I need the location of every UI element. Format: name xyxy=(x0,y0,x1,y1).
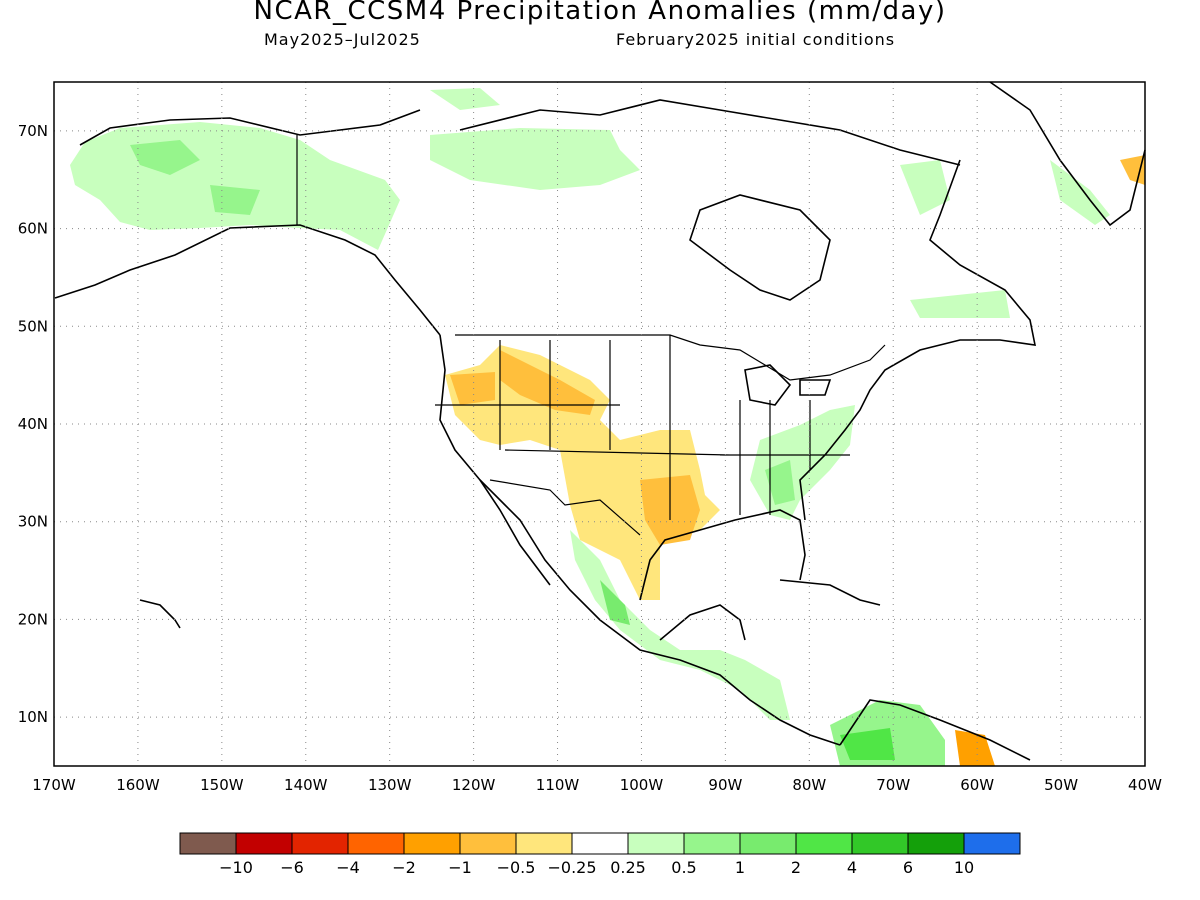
colorbar-swatch xyxy=(907,832,965,855)
colorbar-tick-label: 0.25 xyxy=(610,858,646,877)
colorbar-swatch xyxy=(627,832,685,855)
colorbar-swatch xyxy=(683,832,741,855)
longitude-labels: 170W 160W 150W 140W 130W 120W 110W 100W 90W 80W 70… xyxy=(32,776,1162,794)
coastline-greenland xyxy=(989,81,1146,227)
anomaly-west-dry xyxy=(445,345,720,600)
colorbar-tick-label: −6 xyxy=(280,858,304,877)
colorbar-tick-label: 10 xyxy=(954,858,974,877)
colorbar-tick-label: −0.25 xyxy=(547,858,596,877)
lon-tick-label: 80W xyxy=(792,776,826,794)
lon-tick-label: 50W xyxy=(1044,776,1078,794)
anomaly-arctic-n xyxy=(430,88,500,110)
lon-tick-label: 120W xyxy=(452,776,496,794)
colorbar-tick-label: −1 xyxy=(448,858,472,877)
anomaly-greenland xyxy=(1050,160,1110,225)
colorbar-tick-label: 1 xyxy=(735,858,745,877)
coastlines xyxy=(54,81,1146,761)
lat-tick-label: 70N xyxy=(18,122,48,140)
political-borders xyxy=(296,135,886,536)
lon-tick-label: 110W xyxy=(536,776,580,794)
lon-tick-label: 150W xyxy=(200,776,244,794)
anomaly-labrador xyxy=(910,290,1010,318)
map-title: NCAR_CCSM4 Precipitation Anomalies (mm/d… xyxy=(253,0,947,26)
colorbar-tick-label: 2 xyxy=(791,858,801,877)
init-label: February2025 initial conditions xyxy=(616,30,896,49)
coastline-alaska-north xyxy=(79,109,421,146)
colorbar-tick-label: 0.5 xyxy=(671,858,696,877)
colorbar-tick-label: −0.5 xyxy=(497,858,536,877)
lon-tick-label: 130W xyxy=(368,776,412,794)
map-frame xyxy=(53,81,1146,767)
coastline-gulf xyxy=(639,509,806,601)
coastline-west xyxy=(439,334,841,746)
colorbar-swatch xyxy=(963,832,1021,855)
colorbar-swatch xyxy=(851,832,909,855)
anomaly-shading xyxy=(70,88,1145,766)
border-states xyxy=(435,335,850,520)
coastline-southamerica xyxy=(839,699,1031,761)
colorbar-swatch xyxy=(347,832,405,855)
lat-tick-label: 20N xyxy=(18,610,48,628)
colorbar-swatch xyxy=(235,832,293,855)
colorbar-swatch xyxy=(403,832,461,855)
latitude-labels: 70N 60N 50N 40N 30N 20N 10N xyxy=(18,122,48,726)
anomaly-alaska-core xyxy=(130,140,260,215)
lat-tick-label: 50N xyxy=(18,317,48,335)
coastline-yucatan xyxy=(659,604,746,641)
anomaly-sa-core xyxy=(840,728,895,760)
anomaly-southeast xyxy=(765,460,795,505)
anomaly-mexico xyxy=(570,530,790,720)
lon-tick-label: 140W xyxy=(284,776,328,794)
colorbar-swatch xyxy=(515,832,573,855)
lat-tick-label: 30N xyxy=(18,513,48,531)
lon-tick-label: 40W xyxy=(1128,776,1162,794)
border-us-canada xyxy=(455,334,886,381)
colorbar-swatch xyxy=(291,832,349,855)
plot-area xyxy=(53,81,1146,767)
colorbar-tick-label: −4 xyxy=(336,858,360,877)
lon-tick-label: 90W xyxy=(708,776,742,794)
colorbar-tick-label: −10 xyxy=(219,858,253,877)
coastline-east xyxy=(799,159,1037,521)
lon-tick-label: 160W xyxy=(116,776,160,794)
coastline-alaska xyxy=(54,224,441,336)
coastline-hawaii xyxy=(139,599,181,629)
lon-tick-label: 170W xyxy=(32,776,76,794)
lat-tick-label: 60N xyxy=(18,220,48,238)
coastline-cuba xyxy=(779,579,881,606)
lat-lon-grid xyxy=(54,82,1145,766)
colorbar-labels: −10 −6 −4 −2 −1 −0.5 −0.25 0.25 0.5 1 2 4 6 10 xyxy=(219,858,974,877)
colorbar xyxy=(179,832,1021,855)
anomaly-west-core xyxy=(500,350,595,415)
colorbar-tick-label: −2 xyxy=(392,858,416,877)
colorbar-swatch xyxy=(739,832,797,855)
lat-tick-label: 10N xyxy=(18,708,48,726)
coastline-arctic-islands xyxy=(459,99,961,166)
coastline-baja xyxy=(479,479,551,586)
anomaly-arctic xyxy=(430,128,640,190)
anomaly-mexico-core xyxy=(600,580,630,625)
period-label: May2025–Jul2025 xyxy=(264,30,421,49)
anomaly-canada-east xyxy=(900,160,950,215)
lon-tick-label: 70W xyxy=(876,776,910,794)
coastline-hudson xyxy=(689,194,831,301)
anomaly-greatbasin xyxy=(450,372,495,405)
colorbar-tick-label: 6 xyxy=(903,858,913,877)
colorbar-swatch xyxy=(571,832,629,855)
colorbar-swatch xyxy=(179,832,237,855)
colorbar-swatch xyxy=(795,832,853,855)
border-us-mexico xyxy=(489,479,641,536)
colorbar-swatch xyxy=(459,832,517,855)
lat-tick-label: 40N xyxy=(18,415,48,433)
lon-tick-label: 60W xyxy=(960,776,994,794)
colorbar-tick-label: 4 xyxy=(847,858,857,877)
lon-tick-label: 100W xyxy=(620,776,664,794)
anomaly-sa-dry xyxy=(955,730,995,766)
